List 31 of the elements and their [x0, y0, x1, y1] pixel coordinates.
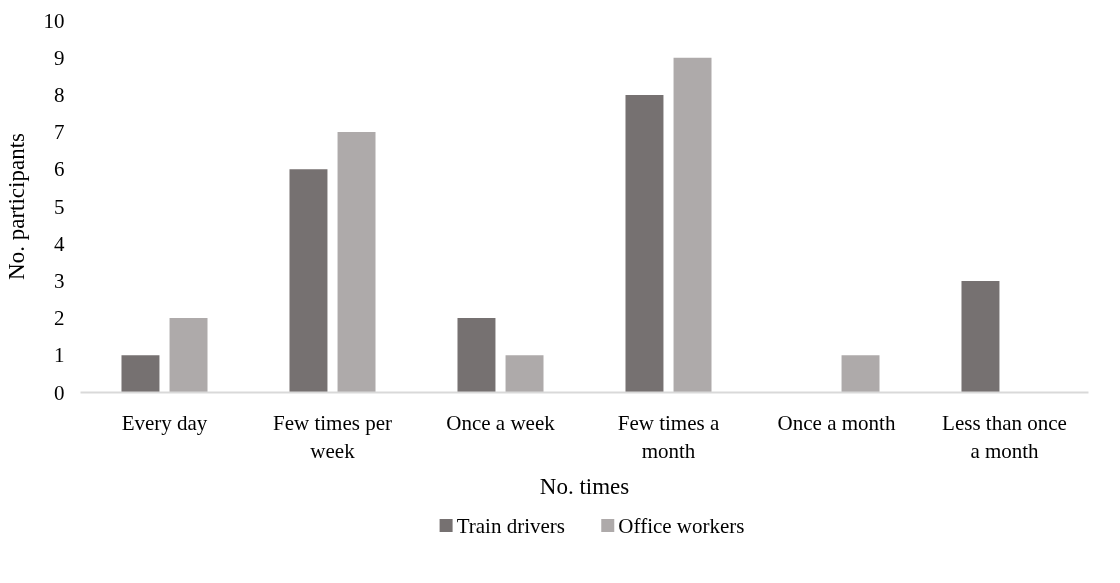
y-tick-label: 6: [54, 157, 65, 182]
x-tick-label: Once a month: [777, 410, 896, 435]
bar: [337, 132, 376, 393]
y-tick-label: 8: [54, 82, 65, 107]
bar: [505, 355, 544, 393]
bar: [961, 280, 1000, 393]
legend-label: Office workers: [618, 513, 745, 538]
y-tick-label: 2: [54, 306, 65, 331]
x-tick-label: Every day: [121, 410, 208, 435]
bar: [457, 318, 496, 393]
bar: [673, 57, 712, 393]
x-tick-label: Few times a month: [617, 410, 720, 464]
bar: [625, 94, 664, 393]
y-tick-label: 3: [54, 268, 65, 293]
bar: [841, 355, 880, 393]
x-tick-label: Few times per week: [273, 410, 392, 464]
bar: [169, 318, 208, 393]
legend-label: Train drivers: [456, 513, 565, 538]
y-axis-title: No. participants: [3, 133, 29, 280]
y-tick-label: 9: [54, 45, 65, 70]
x-tick-label: Once a week: [446, 410, 556, 435]
y-tick-label: 10: [43, 8, 65, 33]
y-tick-label: 7: [54, 120, 65, 145]
y-tick-label: 1: [54, 343, 65, 368]
y-tick-label: 5: [54, 194, 65, 219]
bar: [121, 355, 160, 393]
bar: [289, 169, 328, 393]
x-tick-label: Less than once a month: [942, 410, 1067, 464]
x-axis-title: No. times: [539, 474, 630, 500]
y-tick-label: 4: [54, 231, 65, 256]
y-tick-label: 0: [54, 380, 65, 405]
